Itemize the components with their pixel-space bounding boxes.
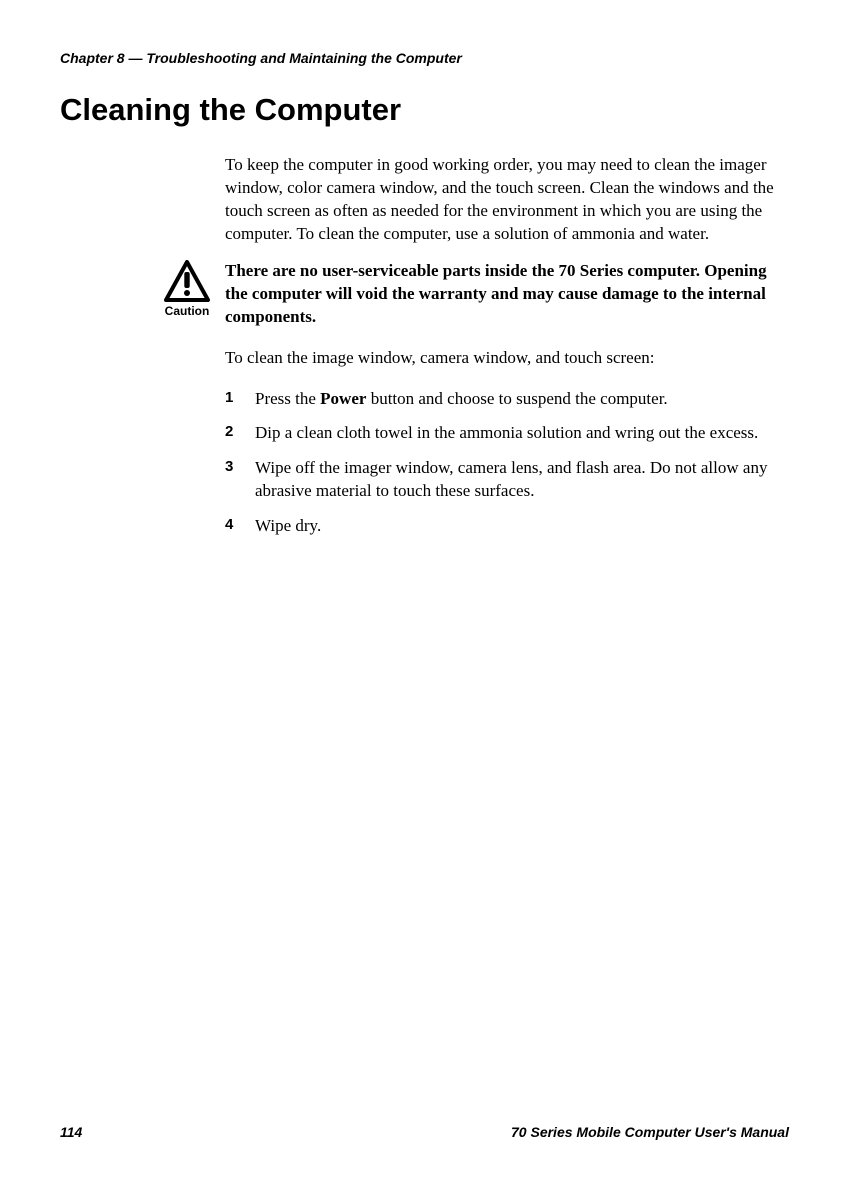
running-header: Chapter 8 — Troubleshooting and Maintain… <box>60 50 789 66</box>
page-number: 114 <box>60 1124 82 1140</box>
lead-in-text: To clean the image window, camera window… <box>225 347 789 370</box>
caution-block: Caution There are no user-serviceable pa… <box>157 260 789 329</box>
step-text-pre: Press the <box>255 389 320 408</box>
caution-text: There are no user-serviceable parts insi… <box>217 260 789 329</box>
step-text-pre: Wipe off the imager window, camera lens,… <box>255 458 767 500</box>
list-item: Dip a clean cloth towel in the ammonia s… <box>225 422 789 445</box>
caution-icon <box>163 260 211 302</box>
list-item: Wipe off the imager window, camera lens,… <box>225 457 789 503</box>
page-footer: 114 70 Series Mobile Computer User's Man… <box>60 1124 789 1140</box>
intro-paragraph: To keep the computer in good working ord… <box>225 154 789 246</box>
body-block: To keep the computer in good working ord… <box>225 154 789 538</box>
step-text-post: button and choose to suspend the compute… <box>366 389 667 408</box>
caution-icon-column: Caution <box>157 260 217 318</box>
step-text-pre: Dip a clean cloth towel in the ammonia s… <box>255 423 758 442</box>
caution-label: Caution <box>157 304 217 318</box>
section-heading: Cleaning the Computer <box>60 92 789 128</box>
step-list: Press the Power button and choose to sus… <box>225 388 789 539</box>
page: Chapter 8 — Troubleshooting and Maintain… <box>0 0 849 1178</box>
list-item: Press the Power button and choose to sus… <box>225 388 789 411</box>
list-item: Wipe dry. <box>225 515 789 538</box>
step-text-pre: Wipe dry. <box>255 516 321 535</box>
manual-title: 70 Series Mobile Computer User's Manual <box>511 1124 789 1140</box>
step-text-bold: Power <box>320 389 366 408</box>
